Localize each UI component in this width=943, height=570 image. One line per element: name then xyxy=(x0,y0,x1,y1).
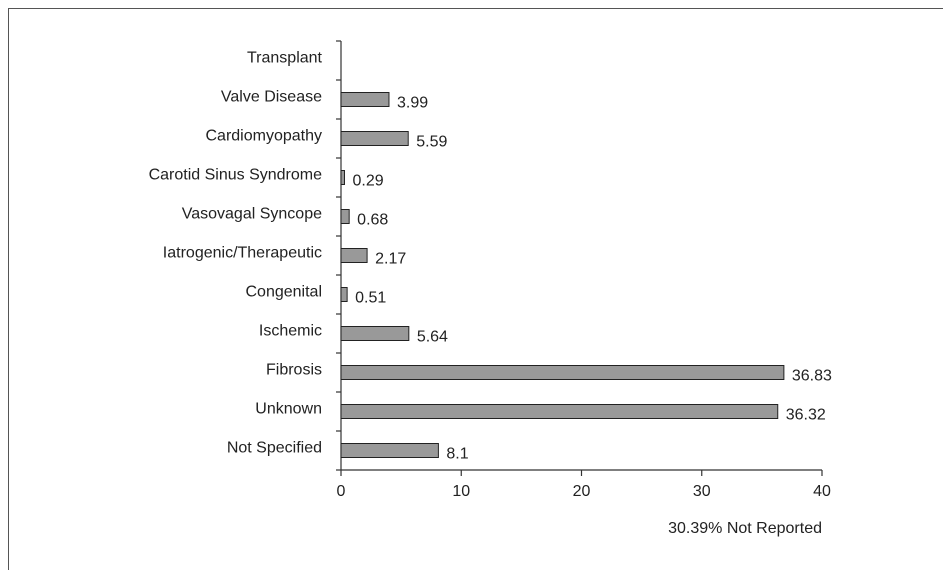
value-label: 3.99 xyxy=(397,95,428,112)
y-tick-label: Valve Disease xyxy=(221,89,322,106)
y-tick-label: Fibrosis xyxy=(266,362,322,379)
bar xyxy=(340,131,409,146)
x-tick-label: 30 xyxy=(693,483,711,500)
bar xyxy=(340,365,785,380)
value-label: 0.68 xyxy=(357,212,388,229)
value-label: 0.51 xyxy=(355,290,386,307)
y-tick-label: Unknown xyxy=(255,401,322,418)
bar xyxy=(340,404,779,419)
y-tick-label: Carotid Sinus Syndrome xyxy=(149,167,323,184)
y-tick-label: Vasovagal Syncope xyxy=(182,206,322,223)
bar xyxy=(340,170,345,185)
x-tick-label: 20 xyxy=(573,483,591,500)
value-label: 5.64 xyxy=(417,329,448,346)
value-label: 5.59 xyxy=(416,134,447,151)
y-tick-label: Congenital xyxy=(246,284,323,301)
bar xyxy=(340,443,439,458)
value-label: 2.17 xyxy=(375,251,406,268)
bar xyxy=(340,326,410,341)
frame xyxy=(8,8,943,570)
bar xyxy=(340,209,350,224)
y-tick-label: Ischemic xyxy=(259,323,322,340)
x-tick-label: 10 xyxy=(452,483,470,500)
y-tick-label: Not Specified xyxy=(227,440,322,457)
bar xyxy=(340,92,390,107)
bar xyxy=(340,248,368,263)
value-label: 36.83 xyxy=(792,368,832,385)
y-tick-label: Transplant xyxy=(247,50,323,67)
y-tick-label: Iatrogenic/Therapeutic xyxy=(163,245,322,262)
annotation: 30.39% Not Reported xyxy=(668,520,822,537)
value-label: 36.32 xyxy=(786,407,826,424)
bar xyxy=(340,287,348,302)
y-tick-label: Cardiomyopathy xyxy=(206,128,323,145)
x-tick-label: 0 xyxy=(337,483,346,500)
value-label: 0.29 xyxy=(352,173,383,190)
value-label: 8.1 xyxy=(446,446,468,463)
x-tick-label: 40 xyxy=(813,483,831,500)
